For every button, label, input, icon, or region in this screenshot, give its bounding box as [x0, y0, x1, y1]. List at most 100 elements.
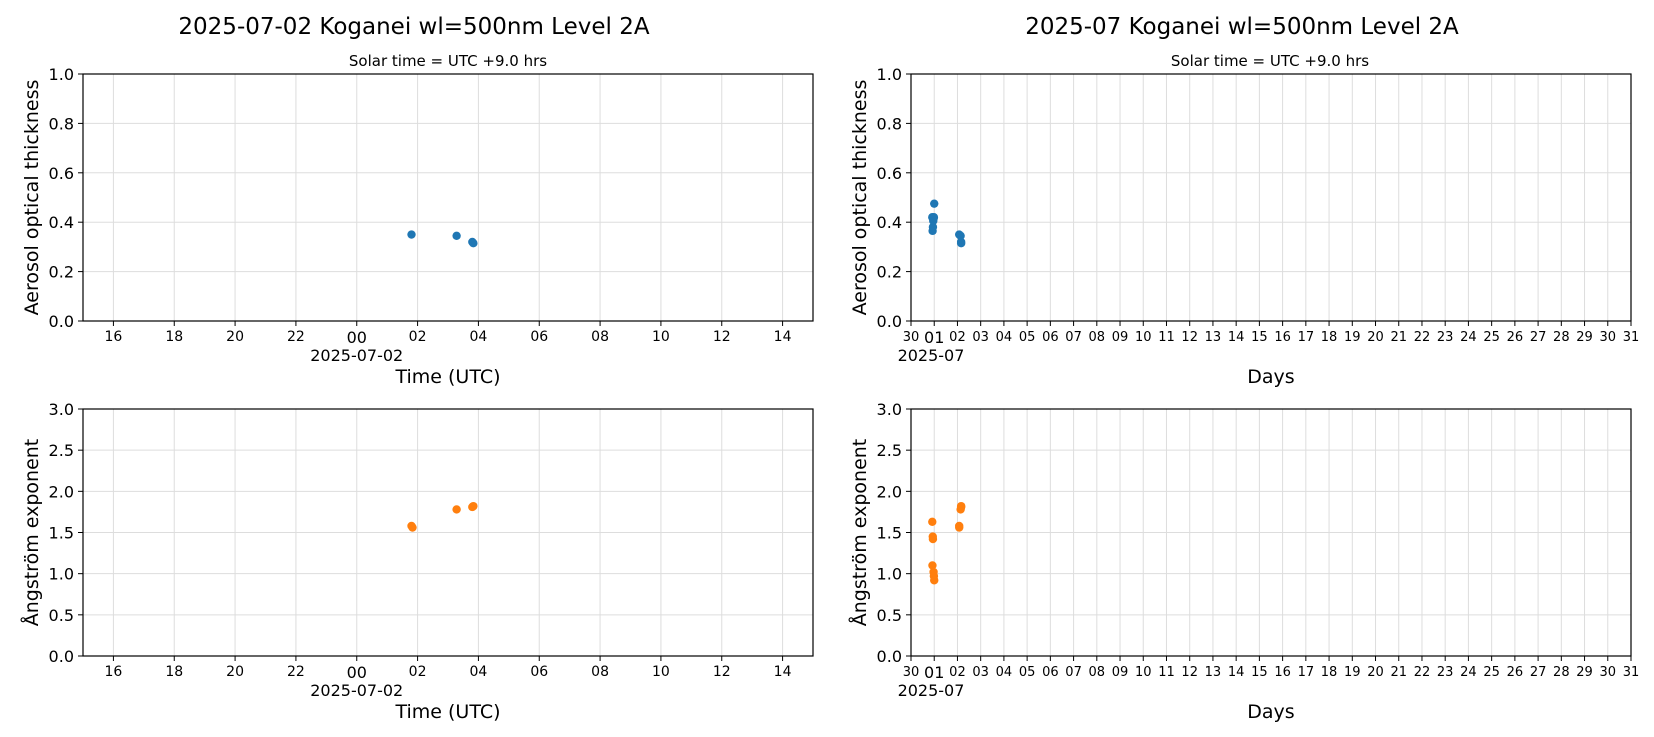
y-tick-label: 0.8 — [877, 114, 902, 133]
x-tick-label: 00 — [347, 663, 367, 682]
x-tick-label: 06 — [530, 664, 548, 680]
y-axis-label: Aerosol optical thickness — [849, 80, 871, 316]
y-tick-label: 1.0 — [877, 65, 902, 84]
x-tick-label: 02 — [949, 330, 966, 345]
x-tick-label: 04 — [996, 330, 1013, 345]
x-tick-label: 02 — [409, 329, 427, 345]
x-tick-label: 12 — [1181, 665, 1198, 680]
x-tick-label: 17 — [1298, 330, 1315, 345]
y-tick-label: 0.5 — [49, 606, 74, 625]
x-tick-label: 30 — [903, 665, 920, 680]
x-tick-label: 08 — [1089, 330, 1106, 345]
panel-daily-aot: 16 18 20 22 00 02 04 06 08 10 12 14 0.0 0.2 0.4 0.6 0.8 1… — [21, 65, 814, 388]
x-tick-label: 25 — [1483, 665, 1500, 680]
x-tick-label: 28 — [1553, 330, 1570, 345]
y-tick-label: 0.5 — [877, 606, 902, 625]
x-tick-label: 08 — [1089, 665, 1106, 680]
x-tick-label: 31 — [1623, 665, 1640, 680]
y-tick-label: 2.0 — [49, 482, 74, 501]
x-axis-label: Time (UTC) — [394, 701, 500, 723]
x-tick-label: 15 — [1251, 665, 1268, 680]
x-tick-label: 07 — [1065, 330, 1082, 345]
x-tick-label: 08 — [591, 329, 609, 345]
x-axis-label: Time (UTC) — [394, 366, 500, 388]
y-tick-label: 0.0 — [49, 647, 74, 666]
x-axis-date-label: 2025-07 — [898, 346, 965, 365]
data-point — [928, 561, 937, 570]
data-point — [930, 199, 939, 208]
x-tick-label: 06 — [1042, 665, 1059, 680]
data-point — [956, 501, 966, 511]
right-figure-title: 2025-07 Koganei wl=500nm Level 2A — [1025, 14, 1459, 40]
x-tick-label: 29 — [1576, 665, 1593, 680]
x-tick-label: 12 — [1181, 330, 1198, 345]
data-point — [956, 231, 965, 240]
data-point — [930, 576, 939, 585]
left-figure-title: 2025-07-02 Koganei wl=500nm Level 2A — [178, 14, 649, 40]
x-tick-label: 14 — [774, 664, 792, 680]
x-tick-label: 21 — [1390, 330, 1407, 345]
x-tick-label: 05 — [1019, 330, 1036, 345]
data-point — [407, 230, 416, 239]
panel-monthly-aot: 30 01 02 03 04 05 06 07 08 09 10 11 12 13 14 15 16 17 18 19… — [849, 65, 1639, 388]
x-tick-label: 03 — [972, 665, 989, 680]
y-tick-label: 3.0 — [49, 400, 74, 419]
x-tick-label: 02 — [949, 665, 966, 680]
y-tick-label: 0.0 — [877, 647, 902, 666]
data-point — [955, 523, 964, 532]
x-tick-label: 10 — [1135, 330, 1152, 345]
x-tick-label: 24 — [1460, 330, 1477, 345]
data-point — [452, 505, 461, 514]
x-tick-label: 06 — [530, 329, 548, 345]
y-tick-label: 0.0 — [49, 312, 74, 331]
plot-frame — [82, 73, 814, 322]
x-axis-date-label: 2025-07-02 — [310, 681, 403, 700]
right-subtitle: Solar time = UTC +9.0 hrs — [1171, 52, 1369, 70]
x-tick-label: 23 — [1437, 665, 1454, 680]
y-tick-label: 0.2 — [877, 263, 902, 282]
data-point — [408, 523, 417, 532]
x-tick-label: 18 — [1321, 330, 1338, 345]
x-tick-label: 24 — [1460, 665, 1477, 680]
x-tick-label: 30 — [1600, 665, 1617, 680]
y-tick-label: 1.5 — [49, 524, 74, 543]
y-tick-label: 3.0 — [877, 400, 902, 419]
data-point — [956, 238, 966, 248]
x-tick-label: 22 — [1414, 330, 1431, 345]
x-tick-label: 22 — [1414, 665, 1431, 680]
plot-frame — [910, 73, 1632, 322]
left-subtitle: Solar time = UTC +9.0 hrs — [349, 52, 547, 70]
y-tick-label: 0.6 — [49, 164, 74, 183]
x-tick-label: 18 — [165, 329, 183, 345]
panel-daily-angstrom: 16 18 20 22 00 02 04 06 08 10 12 14 0.0 0.5 1.0 1.5 2.0 2… — [20, 400, 814, 723]
x-tick-label: 20 — [1367, 330, 1384, 345]
y-axis-label: Ångström exponent — [848, 439, 871, 627]
data-point — [452, 231, 461, 240]
y-tick-label: 2.0 — [877, 482, 902, 501]
x-tick-label: 26 — [1507, 665, 1524, 680]
x-tick-label: 03 — [972, 330, 989, 345]
x-tick-label: 14 — [774, 329, 792, 345]
x-tick-label: 31 — [1623, 330, 1640, 345]
x-axis-label: Days — [1247, 366, 1294, 388]
x-tick-label: 22 — [287, 664, 305, 680]
x-tick-label: 21 — [1390, 665, 1407, 680]
x-tick-label: 04 — [470, 664, 488, 680]
x-tick-label: 13 — [1205, 665, 1222, 680]
x-tick-label: 30 — [903, 330, 920, 345]
panel-monthly-angstrom: 30 01 02 03 04 05 06 07 08 09 10 11 12 13 14 15 16 17 18 19… — [848, 400, 1639, 723]
x-tick-label: 07 — [1065, 665, 1082, 680]
x-tick-label: 16 — [1274, 665, 1291, 680]
x-tick-label: 20 — [1367, 665, 1384, 680]
y-tick-label: 1.0 — [49, 65, 74, 84]
x-tick-label: 12 — [713, 664, 731, 680]
x-tick-label: 06 — [1042, 330, 1059, 345]
x-tick-label: 09 — [1112, 330, 1129, 345]
x-tick-label: 30 — [1600, 330, 1617, 345]
x-tick-label: 16 — [105, 329, 123, 345]
x-axis-date-label: 2025-07-02 — [310, 346, 403, 365]
x-tick-label: 09 — [1112, 665, 1129, 680]
y-tick-label: 1.0 — [877, 565, 902, 584]
data-point — [469, 501, 478, 511]
x-tick-label: 11 — [1158, 665, 1175, 680]
